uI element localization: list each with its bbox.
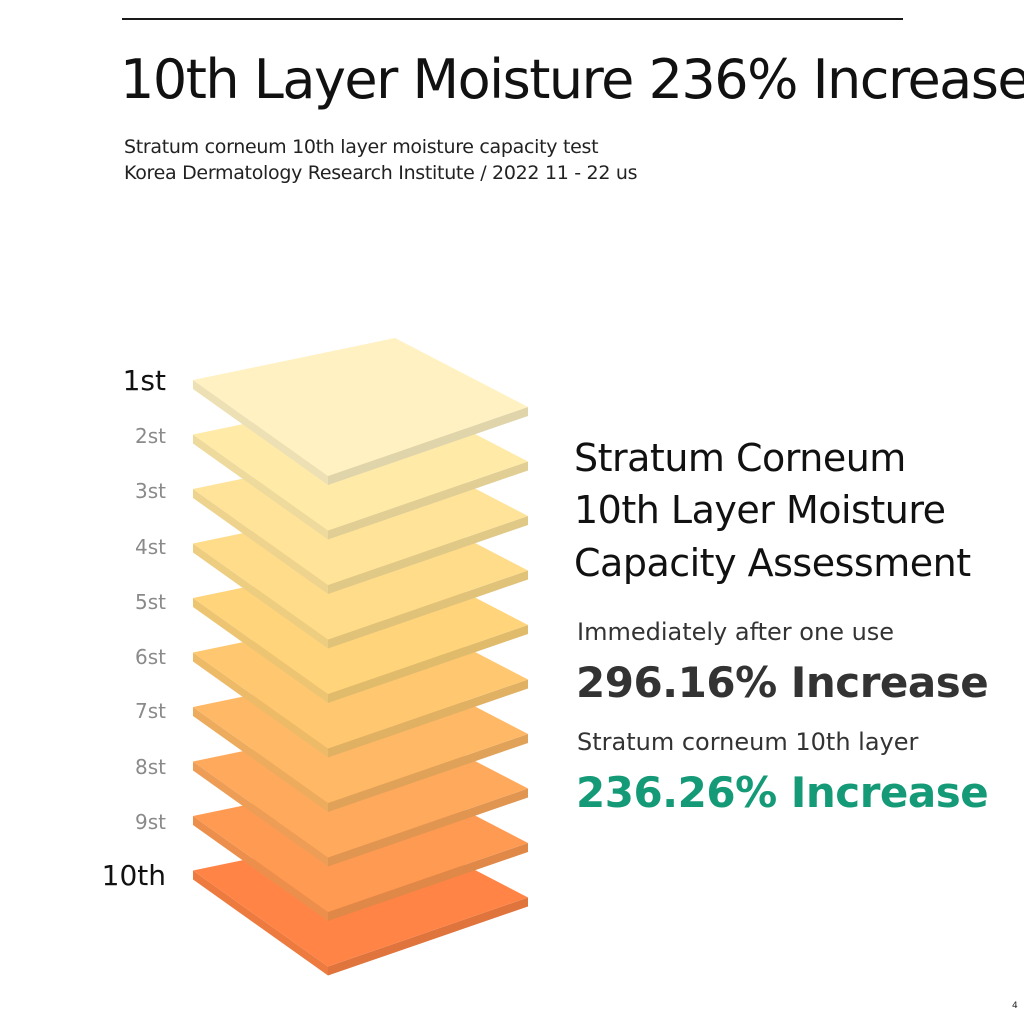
layer-label-10: 10th [101,859,166,892]
test-source: Korea Dermatology Research Institute / 2… [124,162,638,184]
top-divider [122,18,903,20]
assessment-title-line-2: 10th Layer Moisture [574,488,946,532]
assessment-title-line-1: Stratum Corneum [574,436,906,480]
layer-label-4: 4st [135,535,166,559]
page-number: 4 [1012,1001,1018,1011]
stat-one-use-caption: Immediately after one use [577,618,895,646]
layer-label-8: 8st [135,755,166,779]
stat-10th-layer-caption: Stratum corneum 10th layer [577,728,919,756]
stratum-layer-1 [193,338,528,485]
layer-label-1: 1st [122,364,166,397]
stat-one-use-value: 296.16% Increase [576,658,989,707]
test-description: Stratum corneum 10th layer moisture capa… [124,136,599,158]
layer-label-7: 7st [135,699,166,723]
page-title: 10th Layer Moisture 236% Increase [120,48,1024,111]
layer-label-2: 2st [135,424,166,448]
layer-label-9: 9st [135,810,166,834]
layer-label-5: 5st [135,590,166,614]
stat-10th-layer-value: 236.26% Increase [576,768,989,817]
layer-label-3: 3st [135,479,166,503]
layer-label-6: 6st [135,645,166,669]
assessment-title-line-3: Capacity Assessment [574,541,971,585]
